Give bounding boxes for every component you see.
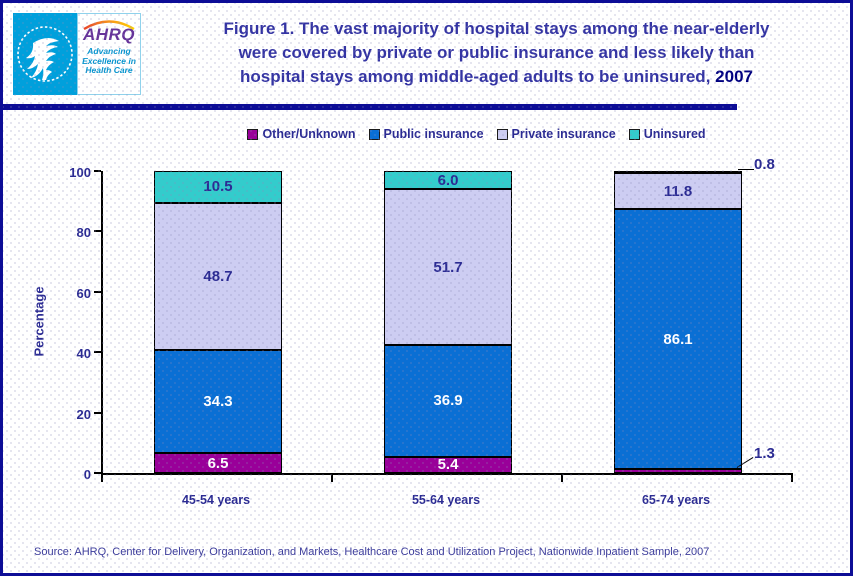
legend-item: Uninsured [628,127,706,141]
bar-value-label: 51.7 [433,258,463,276]
y-axis-tick-label: 100 [69,165,91,180]
y-axis-tick [94,170,101,172]
ahrq-hhs-logo: AHRQ Advancing Excellence in Health Care [13,13,141,95]
legend-item: Public insurance [368,127,484,141]
bar-segment-uninsured [614,171,742,174]
y-axis-tick [94,351,101,354]
bar-55-64-years: 5.4 36.9 51.7 6.0 [384,171,512,473]
hhs-seal-icon [13,13,77,95]
bar-segment-uninsured: 10.5 [154,171,282,203]
y-axis-tick [94,290,101,293]
bar-value-label: 5.4 [437,456,459,474]
x-axis-labels: 45-54 years 55-64 years 65-74 years [101,493,791,507]
y-axis-tick [94,230,101,233]
callout-line-uninsured-65-74 [738,169,754,170]
ahrq-tagline: Advancing Excellence in Health Care [82,46,136,76]
legend-item: Private insurance [496,127,616,141]
ahrq-logo: AHRQ Advancing Excellence in Health Care [77,13,141,95]
legend-label: Private insurance [511,127,616,141]
legend-swatch-icon [247,128,259,140]
y-axis-tick-label: 40 [76,346,91,362]
bar-segment-other-unknown: 6.5 [154,453,282,473]
title-line-2: were covered by private or public insura… [238,43,755,62]
tagline-line: Excellence in [82,55,136,66]
title-year: 2007 [715,67,753,86]
bar-segment-private-insurance: 51.7 [384,189,512,346]
ahrq-arc-icon [83,20,135,30]
x-axis-category-label: 55-64 years [411,493,481,507]
legend-item: Other/Unknown [247,127,356,141]
bar-segment-other-unknown: 5.4 [384,456,512,474]
ahrq-wordmark: AHRQ [82,25,136,44]
y-axis-stub [101,475,103,482]
x-axis-tick [331,475,333,482]
legend-swatch-icon [628,128,640,140]
bar-segment-public-insurance: 34.3 [154,349,282,454]
y-axis-tick [94,472,101,474]
bar-segment-uninsured: 6.0 [384,171,512,190]
x-axis-category-label: 65-74 years [641,493,711,507]
y-axis-tick-label: 60 [76,285,91,301]
title-line-3: hospital stays among middle-aged adults … [240,67,711,86]
bar-segment-public-insurance: 36.9 [384,345,512,457]
bar-value-label: 34.3 [203,393,233,411]
legend-label: Public insurance [383,127,484,141]
bar-45-54-years: 6.5 34.3 48.7 10.5 [154,171,282,473]
callout-label-uninsured-65-74: 0.8 [754,156,775,173]
bar-value-label: 11.8 [663,182,693,200]
x-axis-category-label: 45-54 years [181,493,251,507]
x-axis-tick [561,475,563,482]
title-line-1: Figure 1. The vast majority of hospital … [223,19,770,38]
bar-value-label: 36.9 [433,392,463,410]
bar-segment-public-insurance: 86.1 [614,209,742,470]
y-axis-title: Percentage [31,286,47,357]
y-axis-tick-label: 80 [76,225,91,241]
bar-value-label: 6.0 [437,171,459,189]
legend-label: Uninsured [643,127,706,141]
bar-segment-private-insurance: 11.8 [614,173,742,210]
legend-swatch-icon [368,128,380,140]
header-divider [3,104,737,110]
x-axis-tick [791,475,793,482]
figure-title: Figure 1. The vast majority of hospital … [153,17,840,89]
tagline-line: Health Care [85,65,133,75]
bar-65-74-years: 86.1 11.8 [614,171,742,473]
bar-value-label: 86.1 [663,330,693,348]
bar-value-label: 48.7 [203,267,233,285]
y-axis-tick [94,411,101,414]
bar-value-label: 10.5 [203,178,233,196]
legend-label: Other/Unknown [262,127,356,141]
bar-segment-other-unknown [614,469,742,473]
chart-legend: Other/Unknown Public insurance Private ins… [103,127,850,141]
legend-swatch-icon [496,128,508,140]
source-note: Source: AHRQ, Center for Delivery, Organ… [34,546,710,558]
tagline-line: Advancing [87,46,131,56]
plot-area: 0 20 40 60 80 100 6.5 34.3 48.7 10.5 5.4 36.9 51.7 6.… [69,165,793,482]
bar-value-label: 6.5 [207,454,229,472]
y-axis-tick-label: 20 [76,406,91,422]
y-axis-tick-label: 0 [83,467,91,482]
callout-label-other-65-74: 1.3 [754,445,775,462]
bar-segment-private-insurance: 48.7 [154,202,282,350]
